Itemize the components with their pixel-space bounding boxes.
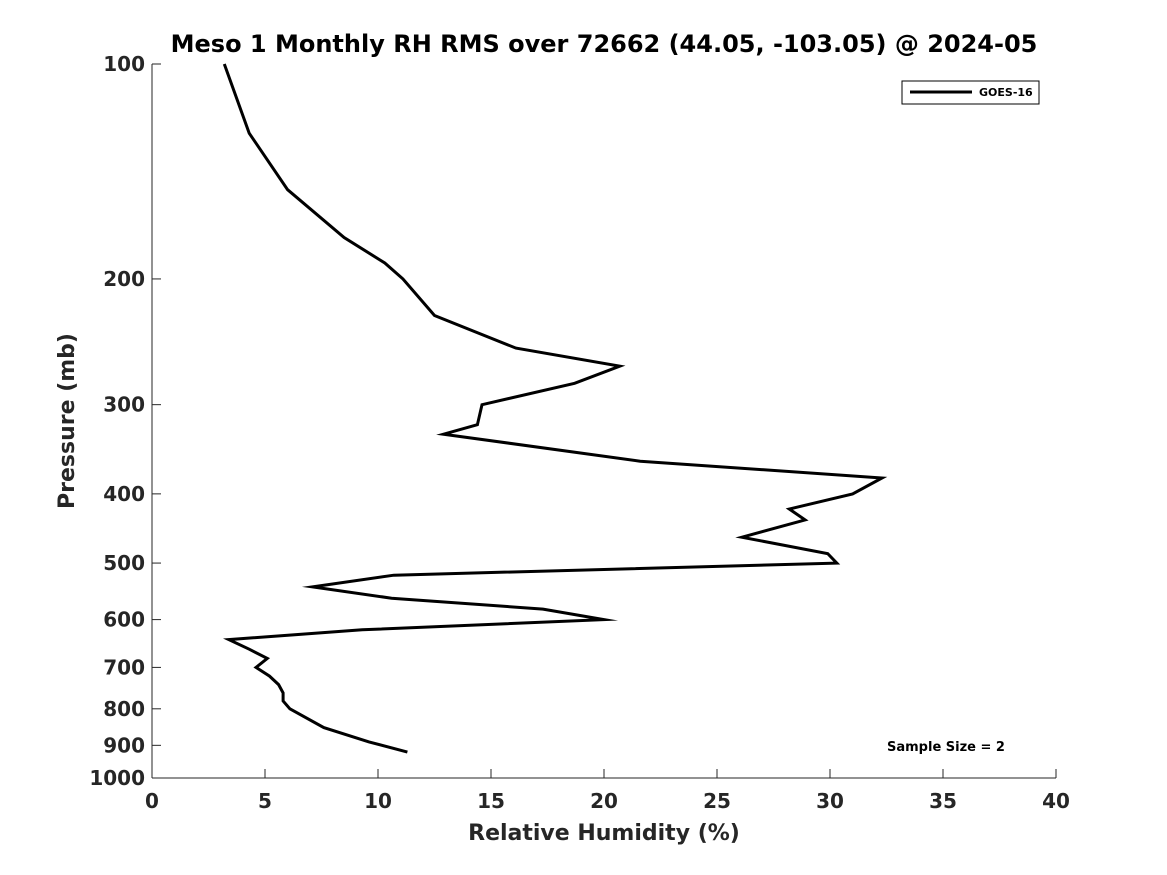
x-tick-label: 40 — [1042, 789, 1070, 813]
series-line-goes-16 — [222, 63, 888, 754]
x-axis-label: Relative Humidity (%) — [468, 821, 740, 846]
x-tick-label: 25 — [703, 789, 731, 813]
x-tick-label: 30 — [816, 789, 844, 813]
series-layer — [222, 63, 888, 754]
x-axis: 0 5 10 15 20 25 30 35 40 — [145, 769, 1070, 813]
y-axis: 100 200 300 400 500 600 700 800 900 1000 — [89, 52, 161, 790]
x-tick-label: 15 — [477, 789, 505, 813]
x-tick-label: 5 — [258, 789, 272, 813]
y-tick-label: 1000 — [89, 766, 145, 790]
y-tick-label: 400 — [103, 482, 145, 506]
x-tick-label: 0 — [145, 789, 159, 813]
y-tick-label: 700 — [103, 655, 145, 679]
y-tick-label: 500 — [103, 551, 145, 575]
x-tick-label: 20 — [590, 789, 618, 813]
x-tick-label: 10 — [364, 789, 392, 813]
chart-title: Meso 1 Monthly RH RMS over 72662 (44.05,… — [171, 30, 1038, 58]
y-tick-label: 200 — [103, 267, 145, 291]
y-tick-label: 900 — [103, 733, 145, 757]
legend-label-goes-16: GOES-16 — [979, 86, 1033, 99]
y-tick-label: 300 — [103, 393, 145, 417]
legend: GOES-16 — [901, 80, 1040, 105]
x-tick-label: 35 — [929, 789, 957, 813]
sample-size-annotation: Sample Size = 2 — [887, 740, 1005, 755]
y-tick-label: 800 — [103, 697, 145, 721]
y-tick-label: 100 — [103, 52, 145, 76]
y-tick-label: 600 — [103, 608, 145, 632]
y-axis-label: Pressure (mb) — [55, 333, 80, 509]
